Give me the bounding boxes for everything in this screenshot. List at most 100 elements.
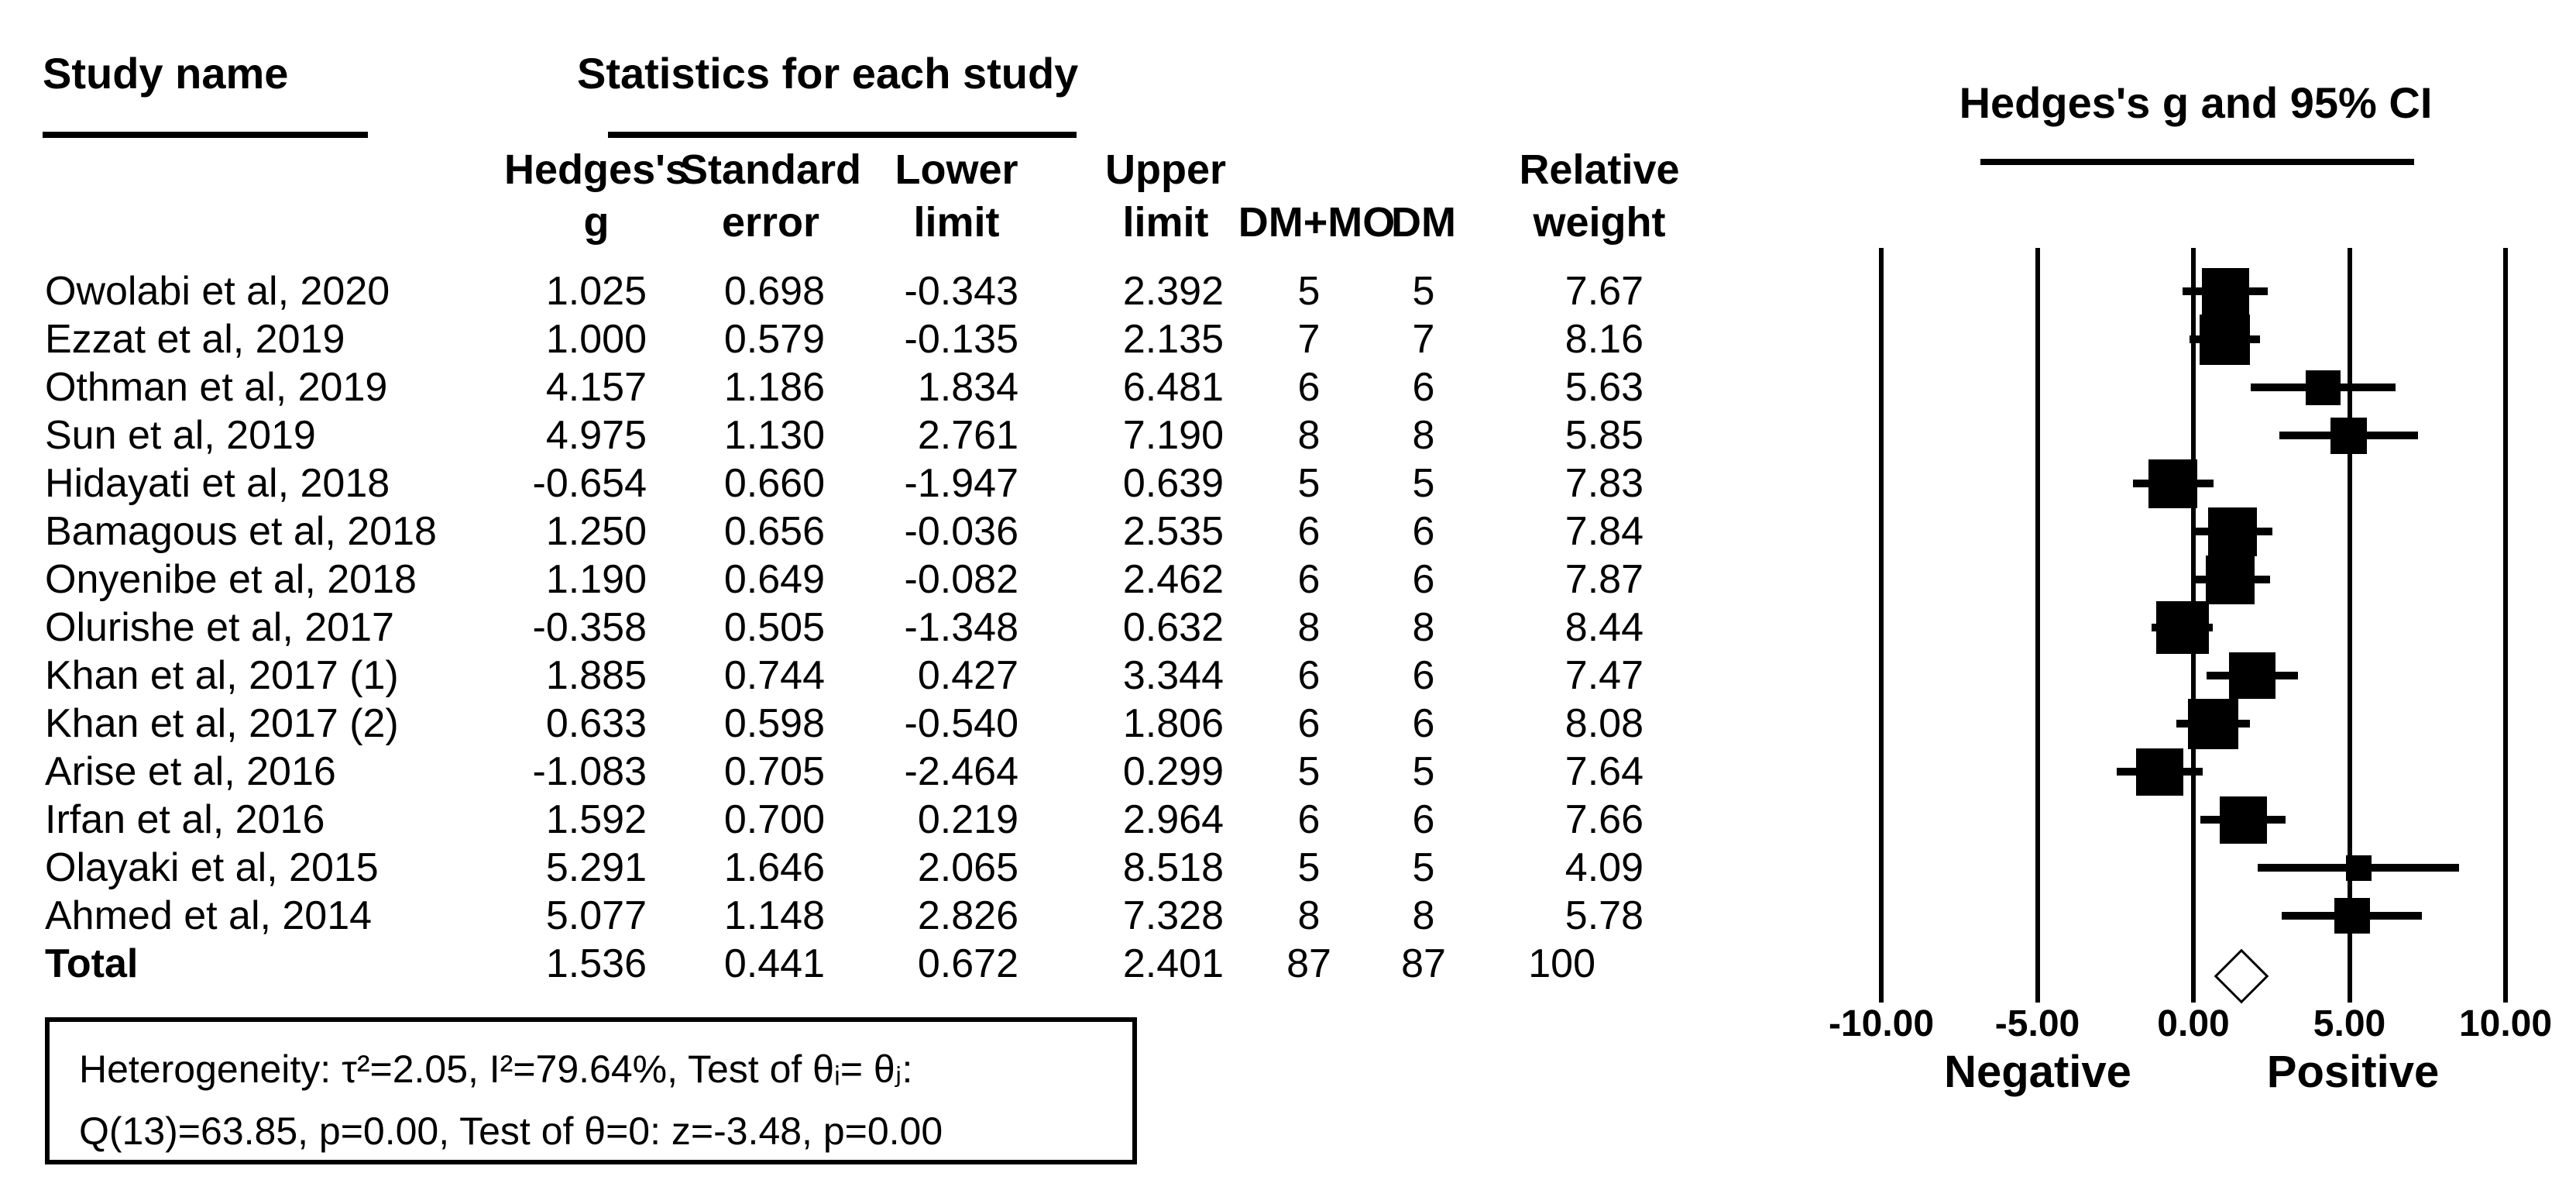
relative-weight-cell: 8.08 <box>1564 701 1643 746</box>
dm-mo-cell: 6 <box>1297 701 1321 746</box>
study-name-cell: Olurishe et al, 2017 <box>45 605 394 650</box>
axis-tick-label: 0.00 <box>2157 1003 2230 1044</box>
axis-tick-label: 5.00 <box>2313 1003 2386 1044</box>
dm-cell: 5 <box>1412 845 1435 890</box>
lower-limit-cell: 1.834 <box>917 365 1018 410</box>
forest-point-square <box>2206 555 2255 604</box>
forest-point-square <box>2207 507 2257 556</box>
relative-weight-cell: 5.78 <box>1564 893 1643 938</box>
hedges-g-cell: 1.025 <box>545 269 647 314</box>
standard-error-cell: 0.660 <box>723 461 825 506</box>
table-row: Khan et al, 2017 (1) 1.885 0.744 0.427 3.344… <box>0 652 1704 700</box>
study-name-cell: Ahmed et al, 2014 <box>45 893 373 938</box>
hedges-g-cell: 1.592 <box>545 797 647 842</box>
hedges-g-cell: 5.077 <box>545 893 647 938</box>
dm-mo-cell: 6 <box>1297 557 1321 602</box>
heterogeneity-line-2: Q(13)=63.85, p=0.00, Test of θ=0: z=-3.4… <box>79 1109 943 1153</box>
study-name-cell: Olayaki et al, 2015 <box>45 845 379 890</box>
standard-error-cell: 1.148 <box>723 893 825 938</box>
relative-weight-cell: 7.83 <box>1564 461 1643 506</box>
study-name-cell: Othman et al, 2019 <box>45 365 388 410</box>
dm-mo-cell: 8 <box>1297 893 1321 938</box>
forest-point-square <box>2135 748 2183 796</box>
study-name-cell: Sun et al, 2019 <box>45 413 316 458</box>
hedges-g-cell: -0.358 <box>532 605 647 650</box>
dm-mo-cell: 8 <box>1297 605 1321 650</box>
lower-limit-cell: 2.065 <box>917 845 1018 890</box>
study-name-cell: Bamagous et al, 2018 <box>45 509 437 554</box>
axis-label-negative: Negative <box>1944 1047 2131 1097</box>
dm-mo-cell: 7 <box>1297 317 1321 362</box>
dm-mo-cell: 5 <box>1297 269 1321 314</box>
lower-limit-cell: -1.348 <box>904 605 1018 650</box>
col-header-weight-bottom: weight <box>1533 199 1666 246</box>
dm-mo-cell: 6 <box>1297 797 1321 842</box>
axis-gridline <box>2035 248 2040 1003</box>
standard-error-cell: 0.598 <box>723 701 825 746</box>
study-name-cell: Khan et al, 2017 (2) <box>45 701 399 746</box>
forest-point-square <box>2306 370 2341 405</box>
hedges-g-cell: 4.157 <box>545 365 647 410</box>
table-row: Olayaki et al, 2015 5.291 1.646 2.065 8.518 5… <box>0 844 1704 892</box>
relative-weight-cell: 7.66 <box>1564 797 1643 842</box>
upper-limit-cell: 3.344 <box>1122 653 1224 698</box>
study-name-cell: Hidayati et al, 2018 <box>45 461 390 506</box>
forest-point-square <box>2330 417 2367 454</box>
standard-error-cell: 1.130 <box>723 413 825 458</box>
forest-point-square <box>2201 267 2249 315</box>
forest-point-square <box>2155 601 2209 654</box>
hedges-g-cell: 1.250 <box>545 509 647 554</box>
table-row: Ezzat et al, 2019 1.000 0.579 -0.135 2.135 7 7… <box>0 315 1704 363</box>
table-row: Onyenibe et al, 2018 1.190 0.649 -0.082 2.46… <box>0 556 1704 604</box>
hedges-g-cell: 1.000 <box>545 317 647 362</box>
dm-cell: 6 <box>1412 701 1435 746</box>
axis-tick-label: -5.00 <box>1994 1003 2080 1044</box>
relative-weight-cell: 100 <box>1528 941 1595 986</box>
forest-point-square <box>2345 855 2372 881</box>
upper-limit-cell: 2.535 <box>1122 509 1224 554</box>
hedges-g-cell: -0.654 <box>532 461 647 506</box>
axis-label-positive: Positive <box>2266 1047 2440 1097</box>
relative-weight-cell: 5.85 <box>1564 413 1643 458</box>
standard-error-cell: 0.705 <box>723 749 825 794</box>
table-row: Owolabi et al, 2020 1.025 0.698 -0.343 2.392… <box>0 267 1704 315</box>
dm-mo-cell: 87 <box>1286 941 1331 986</box>
hedges-g-cell: -1.083 <box>532 749 647 794</box>
table-row: Ahmed et al, 2014 5.077 1.148 2.826 7.328 8 8 5… <box>0 892 1704 940</box>
upper-limit-cell: 0.299 <box>1122 749 1224 794</box>
dm-cell: 6 <box>1412 509 1435 554</box>
dm-mo-cell: 6 <box>1297 509 1321 554</box>
dm-mo-cell: 6 <box>1297 365 1321 410</box>
plot-title-underline <box>1980 159 2414 165</box>
dm-cell: 8 <box>1412 605 1435 650</box>
table-row: Irfan et al, 2016 1.592 0.700 0.219 2.964 6 6 7… <box>0 796 1704 844</box>
col-header-dm: DM <box>1391 199 1456 246</box>
relative-weight-cell: 7.64 <box>1564 749 1643 794</box>
table-row: Hidayati et al, 2018 -0.654 0.660 -1.947 0.6… <box>0 459 1704 507</box>
dm-cell: 6 <box>1412 797 1435 842</box>
axis-tick-label: -10.00 <box>1828 1003 1935 1044</box>
axis-tick-label: 10.00 <box>2458 1003 2553 1044</box>
standard-error-cell: 1.186 <box>723 365 825 410</box>
study-name-cell: Owolabi et al, 2020 <box>45 269 390 314</box>
col-header-dm-mo: DM+MO <box>1238 199 1396 246</box>
dm-mo-cell: 6 <box>1297 653 1321 698</box>
dm-mo-cell: 5 <box>1297 845 1321 890</box>
forest-point-square <box>2334 898 2370 934</box>
standard-error-cell: 0.744 <box>723 653 825 698</box>
upper-limit-cell: 8.518 <box>1122 845 1224 890</box>
upper-limit-cell: 2.964 <box>1122 797 1224 842</box>
study-name-cell: Arise et al, 2016 <box>45 749 336 794</box>
lower-limit-cell: 0.219 <box>917 797 1018 842</box>
dm-cell: 5 <box>1412 269 1435 314</box>
dm-mo-cell: 5 <box>1297 461 1321 506</box>
heterogeneity-box: Heterogeneity: τ²=2.05, I²=79.64%, Test … <box>45 1017 1137 1164</box>
forest-point-square <box>2188 698 2238 749</box>
table-row: Arise et al, 2016 -1.083 0.705 -2.464 0.299 5… <box>0 748 1704 796</box>
table-row: Olurishe et al, 2017 -0.358 0.505 -1.348 0.6… <box>0 604 1704 652</box>
lower-limit-cell: -0.135 <box>904 317 1018 362</box>
relative-weight-cell: 7.87 <box>1564 557 1643 602</box>
dm-cell: 6 <box>1412 365 1435 410</box>
hedges-g-cell: 0.633 <box>545 701 647 746</box>
lower-limit-cell: -0.036 <box>904 509 1018 554</box>
